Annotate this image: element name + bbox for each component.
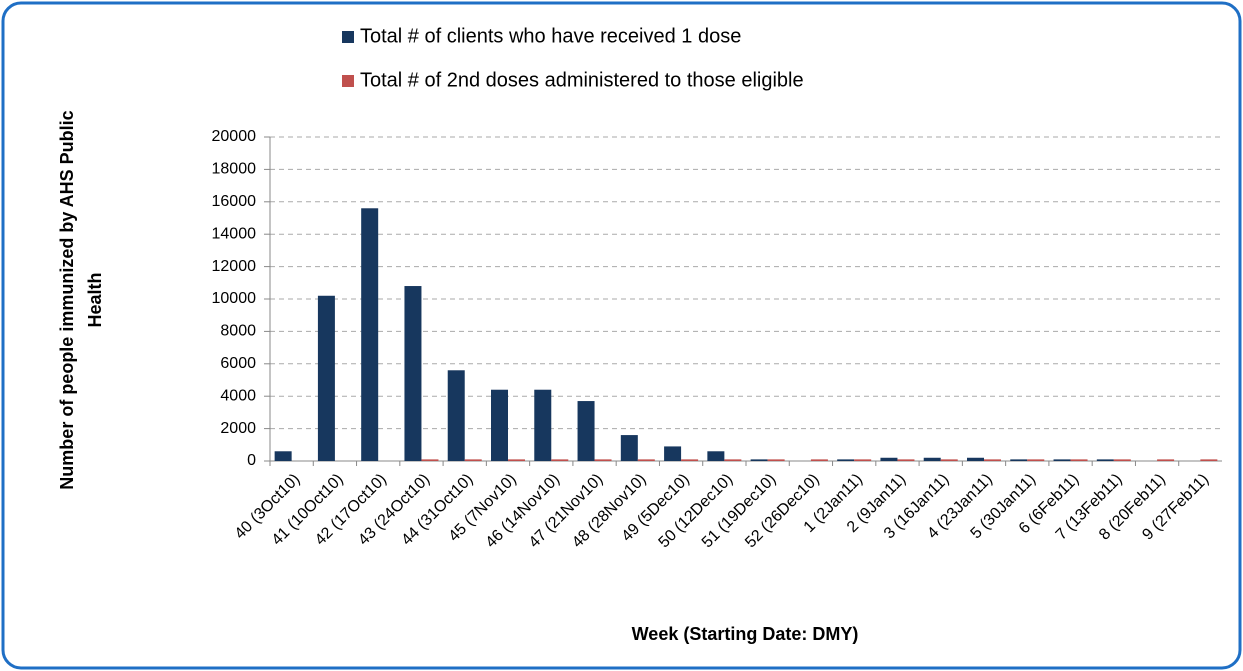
y-tick-label: 20000 [212,128,257,145]
bar [984,459,1001,461]
bar [577,401,595,461]
legend-swatch [342,75,354,87]
bar [1157,459,1175,461]
bar [464,459,482,461]
bar [1053,459,1071,461]
bar [1096,459,1114,461]
x-axis-title: Week (Starting Date: DMY) [632,624,859,644]
bar [1113,459,1131,461]
bar [404,286,422,461]
bar [594,459,612,461]
y-tick-label: 8000 [220,323,256,340]
y-tick-label: 18000 [212,161,257,178]
y-axis-title: Health [85,272,105,327]
bar [940,459,958,461]
bar [1070,459,1088,461]
bar [880,457,898,461]
bar [274,451,292,461]
bar [491,389,508,461]
bar [923,457,941,461]
y-tick-label: 0 [247,452,256,469]
bar [767,459,785,461]
y-tick-label: 10000 [212,290,257,307]
bar [837,459,855,461]
bar [750,459,768,461]
bar [724,459,742,461]
y-tick-label: 4000 [220,387,256,404]
bar [1027,459,1045,461]
y-tick-label: 6000 [220,355,256,372]
bar [447,370,465,461]
y-tick-label: 2000 [220,420,256,437]
y-tick-label: 14000 [212,225,257,242]
bar [637,459,655,461]
bar [317,295,335,461]
legend-swatch [342,31,354,43]
bar [707,451,725,461]
y-tick-label: 16000 [212,193,257,210]
bar [620,435,638,461]
legend-label: Total # of clients who have received 1 d… [360,25,741,47]
bar [897,459,915,461]
y-axis-title: Number of people immunized by AHS Public [57,110,77,489]
bar [421,459,439,461]
bar [508,459,525,461]
bar [664,446,682,461]
legend-label: Total # of 2nd doses administered to tho… [360,69,804,91]
bar [854,459,872,461]
bar [551,459,569,461]
bar [810,459,828,461]
bar [681,459,699,461]
bar [967,457,984,461]
bar [361,208,379,461]
bar [1010,459,1028,461]
bar [534,389,552,461]
bar [1200,459,1218,461]
y-tick-label: 12000 [212,258,257,275]
